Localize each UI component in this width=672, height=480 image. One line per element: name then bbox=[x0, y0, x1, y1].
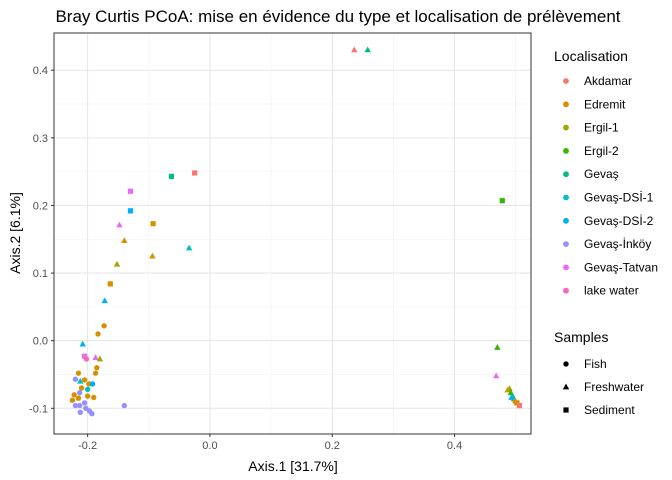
data-point bbox=[92, 370, 99, 376]
data-point bbox=[84, 386, 91, 393]
legend-key-geva-dsi-1 bbox=[563, 194, 569, 201]
data-point bbox=[79, 340, 86, 347]
legend-key-geva-tatvan bbox=[563, 264, 569, 271]
data-point bbox=[71, 392, 77, 398]
legend-label: Gevaş-DSİ-2 bbox=[584, 214, 654, 228]
data-point bbox=[69, 397, 76, 403]
legend-key-geva- bbox=[563, 171, 569, 178]
legend-key-ergil-2 bbox=[563, 148, 569, 154]
data-point bbox=[81, 400, 88, 406]
y-tick-label: -0.1 bbox=[29, 403, 48, 415]
legend-label: Ergil-1 bbox=[584, 121, 619, 135]
data-point bbox=[75, 370, 82, 376]
data-point bbox=[89, 411, 95, 417]
legend-key-ergil-1 bbox=[563, 124, 569, 131]
data-point bbox=[121, 402, 128, 409]
legend-label: Freshwater bbox=[584, 380, 644, 394]
data-point bbox=[76, 390, 83, 396]
data-point bbox=[107, 281, 113, 287]
legend-label: Akdamar bbox=[584, 74, 632, 88]
legend-key-akdamar bbox=[563, 78, 569, 84]
data-point bbox=[150, 221, 156, 227]
data-point bbox=[95, 331, 101, 337]
data-point bbox=[72, 402, 79, 409]
chart-title: Bray Curtis PCoA: mise en évidence du ty… bbox=[55, 7, 620, 26]
data-point bbox=[101, 297, 108, 304]
data-point bbox=[94, 365, 100, 371]
legend-localisation: Localisation Akdamar Edremit Ergil-1 Ergil-… bbox=[554, 48, 658, 298]
data-point bbox=[127, 188, 134, 194]
plot-panel bbox=[54, 33, 531, 434]
y-tick-label: 0.3 bbox=[33, 133, 48, 145]
data-point bbox=[83, 356, 90, 362]
y-tick-label: 0.4 bbox=[33, 65, 48, 77]
legend-key-lake-water bbox=[563, 287, 569, 294]
legend-label: Ergil-2 bbox=[584, 144, 619, 158]
data-point bbox=[364, 46, 371, 53]
data-point bbox=[96, 355, 104, 362]
data-point bbox=[89, 381, 96, 387]
data-point bbox=[72, 376, 79, 382]
data-point bbox=[121, 237, 128, 243]
x-tick-label: 0.0 bbox=[202, 440, 217, 452]
legend-localisation-title: Localisation bbox=[554, 48, 628, 64]
data-point bbox=[84, 393, 91, 399]
data-point bbox=[494, 344, 501, 350]
x-axis-ticks: -0.2 0.0 0.2 0.4 bbox=[78, 434, 462, 452]
legend-samples-title: Samples bbox=[554, 329, 608, 345]
x-tick-label: -0.2 bbox=[78, 440, 97, 452]
data-point bbox=[78, 385, 85, 391]
grid-lines bbox=[54, 33, 531, 434]
data-point bbox=[516, 402, 522, 409]
data-point bbox=[508, 394, 515, 400]
y-tick-label: 0.0 bbox=[33, 336, 48, 348]
x-tick-label: 0.4 bbox=[447, 440, 462, 452]
legend-key-triangle bbox=[562, 383, 570, 390]
data-point bbox=[492, 372, 500, 379]
data-point bbox=[168, 173, 175, 179]
data-point bbox=[192, 170, 198, 176]
data-point bbox=[116, 221, 123, 228]
plot-border bbox=[53, 32, 532, 435]
data-point bbox=[149, 252, 156, 259]
x-axis-label: Axis.1 [31.7%] bbox=[248, 458, 338, 474]
data-point bbox=[76, 402, 83, 409]
data-point bbox=[92, 354, 99, 360]
legend-label: Sediment bbox=[584, 403, 635, 417]
data-point bbox=[351, 46, 358, 53]
legend-label: Gevaş-DSİ-1 bbox=[584, 191, 654, 205]
data-point bbox=[101, 323, 107, 329]
data-point bbox=[127, 208, 134, 214]
data-point bbox=[185, 244, 193, 251]
data-point bbox=[81, 377, 88, 383]
legend-key-square bbox=[563, 407, 569, 413]
y-tick-label: 0.2 bbox=[33, 200, 48, 212]
data-point bbox=[506, 385, 513, 392]
data-point bbox=[77, 377, 84, 384]
data-point bbox=[75, 395, 82, 401]
y-axis-label: Axis.2 [6.1%] bbox=[7, 192, 23, 274]
legend-key-geva-dsi-2 bbox=[563, 217, 569, 224]
legend-label: Edremit bbox=[584, 97, 626, 111]
legend-samples: Samples Fish Freshwater Sediment bbox=[554, 329, 644, 417]
legend-key-geva-i-nk-y bbox=[563, 241, 569, 248]
legend-label: Fish bbox=[584, 357, 607, 371]
legend-label: lake water bbox=[584, 284, 639, 298]
x-tick-label: 0.2 bbox=[325, 440, 340, 452]
legend-label: Gevaş bbox=[584, 167, 619, 181]
data-point bbox=[91, 394, 97, 401]
legend-label: Gevaş-Tatvan bbox=[584, 260, 658, 274]
data-points bbox=[69, 46, 522, 417]
legend-key-edremit bbox=[563, 101, 569, 108]
data-point bbox=[499, 198, 505, 204]
legend-label: Gevaş-İnköy bbox=[584, 237, 651, 251]
data-point bbox=[77, 409, 83, 416]
y-axis-ticks: -0.1 0.0 0.1 0.2 0.3 0.4 bbox=[29, 65, 54, 415]
y-tick-label: 0.1 bbox=[33, 268, 48, 280]
data-point bbox=[514, 400, 520, 406]
data-point bbox=[81, 353, 88, 359]
data-point bbox=[113, 260, 121, 267]
legend-key-circle bbox=[563, 361, 569, 367]
